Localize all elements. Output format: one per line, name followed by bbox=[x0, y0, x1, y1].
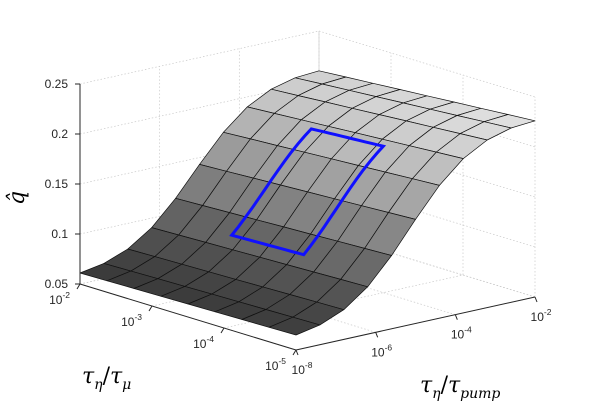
x-label-sub2: pump bbox=[460, 386, 500, 402]
x-tick-label: 10-8 bbox=[292, 360, 313, 377]
x-tick-label-base: 10 bbox=[371, 345, 385, 359]
y-tick-label-base: 10 bbox=[193, 337, 207, 351]
x-tick-label-exp: -4 bbox=[464, 325, 472, 335]
floor-grid-y bbox=[223, 274, 464, 329]
x-tick-label: 10-2 bbox=[531, 307, 552, 324]
y-tick-label-base: 10 bbox=[121, 315, 135, 329]
x-label-slash: / bbox=[441, 373, 449, 398]
y-tick-label-exp: -3 bbox=[134, 312, 142, 322]
z-tick-label: 0.2 bbox=[51, 127, 68, 141]
x-tick-mark bbox=[454, 314, 458, 320]
y-tick-mark bbox=[76, 283, 81, 290]
x-label-sub1: η bbox=[432, 386, 441, 402]
surface-patch bbox=[268, 316, 321, 336]
y-tick-label-exp: -5 bbox=[278, 356, 286, 366]
x-axis-label: τη/τpump bbox=[420, 373, 500, 402]
y-label-slash: / bbox=[103, 364, 111, 389]
x-axis-line bbox=[295, 296, 536, 351]
y-tick-mark bbox=[148, 305, 153, 312]
x-tick-label-exp: -6 bbox=[385, 342, 393, 352]
x-tick-mark bbox=[375, 332, 379, 338]
x-tick-label: 10-4 bbox=[451, 325, 472, 342]
side-wall-grid-z bbox=[318, 180, 536, 248]
tick-labels: 10-810-610-410-210-510-410-310-20.050.10… bbox=[45, 77, 552, 377]
y-axis-line bbox=[79, 283, 297, 351]
y-tick-mark bbox=[220, 327, 225, 334]
x-tick-label-base: 10 bbox=[451, 328, 465, 342]
x-tick-mark bbox=[295, 349, 299, 356]
y-tick-label: 10-3 bbox=[121, 312, 142, 329]
x-tick-label-base: 10 bbox=[531, 310, 545, 324]
y-tick-label: 10-2 bbox=[49, 290, 70, 307]
y-label-base: τ bbox=[82, 364, 95, 389]
z-axis-label: q̂ bbox=[5, 191, 30, 205]
x-label-base: τ bbox=[420, 373, 433, 398]
x-tick-mark bbox=[534, 296, 538, 303]
y-tick-label-base: 10 bbox=[265, 359, 279, 373]
side-wall-grid-z bbox=[318, 30, 536, 98]
x-tick-label: 10-6 bbox=[371, 342, 392, 359]
highlight-box bbox=[229, 127, 387, 257]
y-label-sub2: μ bbox=[122, 377, 131, 393]
y-tick-label-base: 10 bbox=[49, 293, 63, 307]
y-tick-label-exp: -2 bbox=[62, 290, 70, 300]
y-tick-mark bbox=[292, 349, 297, 356]
z-tick-label: 0.25 bbox=[45, 77, 69, 91]
y-tick-label-exp: -4 bbox=[206, 334, 214, 344]
z-tick-label: 0.15 bbox=[45, 177, 69, 191]
surface-mesh bbox=[79, 70, 536, 336]
z-tick-label: 0.05 bbox=[45, 277, 69, 291]
x-tick-label-exp: -2 bbox=[544, 307, 552, 317]
side-wall-grid-z bbox=[318, 230, 536, 298]
z-tick-label: 0.1 bbox=[51, 227, 68, 241]
y-label-sub1: η bbox=[94, 377, 103, 393]
y-axis-label: τη/τμ bbox=[82, 364, 131, 393]
axes-lines bbox=[75, 83, 538, 356]
x-label-base2: τ bbox=[448, 373, 461, 398]
y-tick-label: 10-4 bbox=[193, 334, 214, 351]
highlight-box-outline bbox=[229, 127, 387, 257]
back-wall-grid-z bbox=[79, 30, 320, 85]
x-tick-label-exp: -8 bbox=[305, 360, 313, 370]
x-tick-label-base: 10 bbox=[292, 363, 306, 377]
y-label-base2: τ bbox=[110, 364, 123, 389]
y-tick-label: 10-5 bbox=[265, 356, 286, 373]
